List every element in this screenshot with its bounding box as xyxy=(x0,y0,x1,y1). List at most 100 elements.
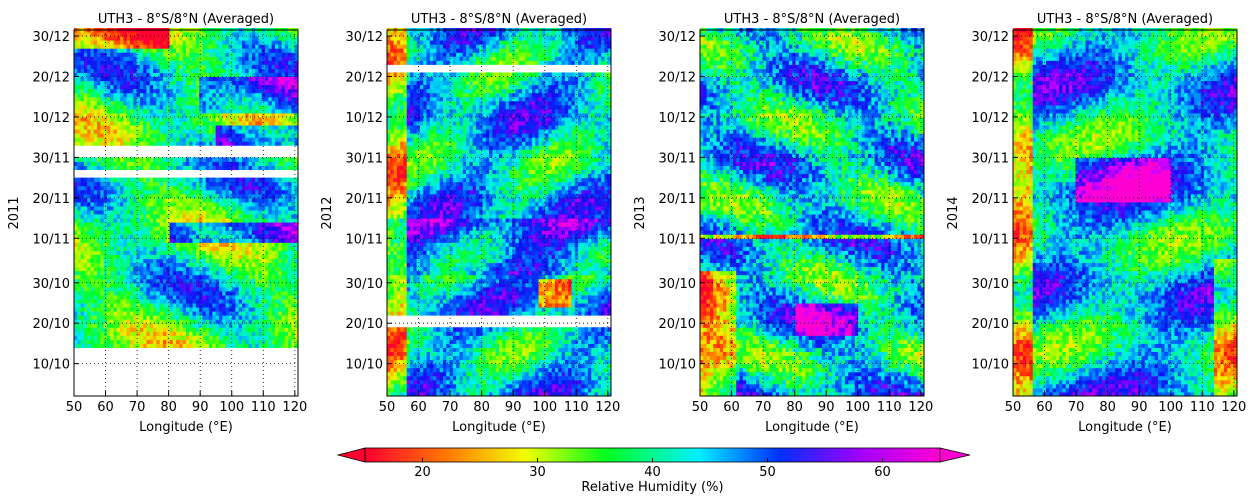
heatmap-cell xyxy=(130,295,134,300)
heatmap-cell xyxy=(94,267,98,272)
heatmap-cell xyxy=(183,250,187,255)
heatmap-cell xyxy=(272,36,276,41)
heatmap-cell xyxy=(127,101,131,106)
heatmap-cell xyxy=(173,157,177,162)
heatmap-cell xyxy=(74,283,78,288)
heatmap-cell xyxy=(90,141,94,146)
heatmap-cell xyxy=(130,178,134,183)
heatmap-cell xyxy=(176,97,180,102)
heatmap-cell xyxy=(110,238,114,243)
heatmap-cell xyxy=(81,190,85,195)
heatmap-cell xyxy=(170,93,174,98)
heatmap-cell xyxy=(282,283,286,288)
heatmap-cell xyxy=(163,64,167,69)
heatmap-cell xyxy=(255,271,259,276)
heatmap-cell xyxy=(226,295,230,300)
heatmap-cell xyxy=(179,246,183,251)
heatmap-cell xyxy=(268,263,272,268)
heatmap-cell xyxy=(268,133,272,138)
heatmap-cell xyxy=(278,182,282,187)
heatmap-cell xyxy=(140,89,144,94)
heatmap-cell xyxy=(133,68,137,73)
heatmap-cell xyxy=(166,267,170,272)
heatmap-cell xyxy=(176,291,180,296)
heatmap-cell xyxy=(249,105,253,110)
heatmap-cell xyxy=(255,40,259,45)
heatmap-cell xyxy=(163,214,167,219)
heatmap-cell xyxy=(133,117,137,122)
heatmap-cell xyxy=(209,335,213,340)
heatmap-cell xyxy=(265,109,269,114)
heatmap-cell xyxy=(170,287,174,292)
heatmap-cell xyxy=(275,343,279,348)
heatmap-cell xyxy=(77,77,81,82)
heatmap-cell xyxy=(127,311,131,316)
heatmap-cell xyxy=(84,137,88,142)
heatmap-cell xyxy=(133,238,137,243)
heatmap-cell xyxy=(150,178,154,183)
heatmap-cell xyxy=(222,68,226,73)
heatmap-cell xyxy=(173,299,177,304)
heatmap-cell xyxy=(110,259,114,264)
heatmap-cell xyxy=(77,295,81,300)
heatmap-cell xyxy=(189,52,193,57)
heatmap-cell xyxy=(282,44,286,49)
heatmap-cell xyxy=(146,218,150,223)
heatmap-cell xyxy=(143,335,147,340)
heatmap-cell xyxy=(137,141,141,146)
heatmap-cell xyxy=(235,36,239,41)
heatmap-cell xyxy=(84,101,88,106)
heatmap-cell xyxy=(199,238,203,243)
heatmap-cell xyxy=(278,56,282,61)
heatmap-cell xyxy=(239,105,243,110)
heatmap-cell xyxy=(219,109,223,114)
heatmap-cell xyxy=(258,259,262,264)
heatmap-cell xyxy=(176,198,180,203)
heatmap-cell xyxy=(163,259,167,264)
heatmap-cell xyxy=(77,48,81,53)
heatmap-cell xyxy=(268,109,272,114)
heatmap-cell xyxy=(90,287,94,292)
heatmap-cell xyxy=(170,117,174,122)
heatmap-cell xyxy=(137,133,141,138)
heatmap-cell xyxy=(226,85,230,90)
heatmap-cell xyxy=(127,194,131,199)
heatmap-cell xyxy=(127,182,131,187)
heatmap-cell xyxy=(87,327,91,332)
heatmap-cell xyxy=(74,271,78,276)
heatmap-cell xyxy=(219,267,223,272)
heatmap-cell xyxy=(199,101,203,106)
heatmap-cell xyxy=(189,48,193,53)
heatmap-cell xyxy=(117,105,121,110)
heatmap-cell xyxy=(133,198,137,203)
heatmap-cell xyxy=(140,230,144,235)
heatmap-cell xyxy=(202,198,206,203)
heatmap-cell xyxy=(87,246,91,251)
heatmap-cell xyxy=(110,271,114,276)
heatmap-cell xyxy=(278,259,282,264)
heatmap-cell xyxy=(179,283,183,288)
heatmap-cell xyxy=(189,133,193,138)
heatmap-cell xyxy=(186,40,190,45)
heatmap-cell xyxy=(114,109,118,114)
heatmap-cell xyxy=(114,263,118,268)
heatmap-cell xyxy=(206,89,210,94)
heatmap-cell xyxy=(196,331,200,336)
heatmap-cell xyxy=(255,315,259,320)
heatmap-cell xyxy=(206,137,210,142)
heatmap-cell xyxy=(249,283,253,288)
heatmap-cell xyxy=(282,323,286,328)
heatmap-cell xyxy=(193,161,197,166)
heatmap-cell xyxy=(255,230,259,235)
heatmap-cell xyxy=(186,250,190,255)
heatmap-cell xyxy=(183,323,187,328)
heatmap-cell xyxy=(232,182,236,187)
heatmap-cell xyxy=(189,263,193,268)
heatmap-cell xyxy=(100,56,104,61)
heatmap-cell xyxy=(170,36,174,41)
heatmap-cell xyxy=(120,287,124,292)
heatmap-cell xyxy=(179,56,183,61)
heatmap-cell xyxy=(143,36,147,41)
heatmap-cell xyxy=(156,295,160,300)
heatmap-cell xyxy=(216,137,220,142)
